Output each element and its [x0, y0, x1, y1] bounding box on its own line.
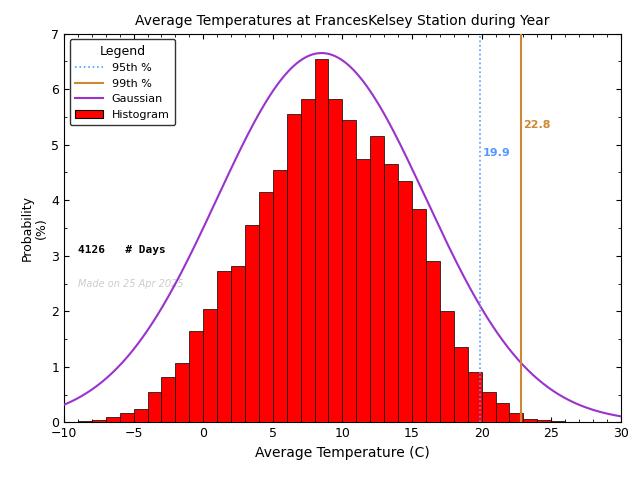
X-axis label: Average Temperature (C): Average Temperature (C)	[255, 446, 430, 460]
Bar	[287, 114, 301, 422]
Bar	[120, 413, 134, 422]
Bar	[301, 99, 315, 422]
Bar	[509, 413, 524, 422]
Bar	[481, 392, 495, 422]
Text: Made on 25 Apr 2025: Made on 25 Apr 2025	[78, 278, 184, 288]
Legend: 95th %, 99th %, Gaussian, Histogram: 95th %, 99th %, Gaussian, Histogram	[70, 39, 175, 125]
Bar	[328, 99, 342, 422]
Bar	[161, 377, 175, 422]
Bar	[524, 419, 538, 422]
Bar	[454, 348, 468, 422]
Bar	[273, 169, 287, 422]
Bar	[398, 181, 412, 422]
Bar	[204, 309, 217, 422]
Bar	[106, 417, 120, 422]
Bar	[356, 158, 370, 422]
Bar	[78, 421, 92, 422]
Bar	[92, 420, 106, 422]
Bar	[245, 225, 259, 422]
Bar	[426, 261, 440, 422]
Bar	[468, 372, 482, 422]
Bar	[440, 312, 454, 422]
Bar	[342, 120, 356, 422]
Bar	[189, 331, 204, 422]
Bar	[551, 421, 565, 422]
Bar	[384, 164, 398, 422]
Bar	[217, 271, 231, 422]
Bar	[231, 266, 245, 422]
Bar	[412, 208, 426, 422]
Text: 4126   # Days: 4126 # Days	[78, 245, 166, 255]
Text: 22.8: 22.8	[524, 120, 551, 130]
Y-axis label: Probability
(%): Probability (%)	[20, 195, 49, 261]
Bar	[538, 420, 551, 422]
Bar	[259, 192, 273, 422]
Bar	[495, 403, 509, 422]
Bar	[147, 392, 161, 422]
Bar	[315, 59, 328, 422]
Bar	[370, 136, 384, 422]
Bar	[134, 408, 147, 422]
Bar	[175, 363, 189, 422]
Text: 19.9: 19.9	[483, 148, 511, 158]
Title: Average Temperatures at FrancesKelsey Station during Year: Average Temperatures at FrancesKelsey St…	[135, 14, 550, 28]
